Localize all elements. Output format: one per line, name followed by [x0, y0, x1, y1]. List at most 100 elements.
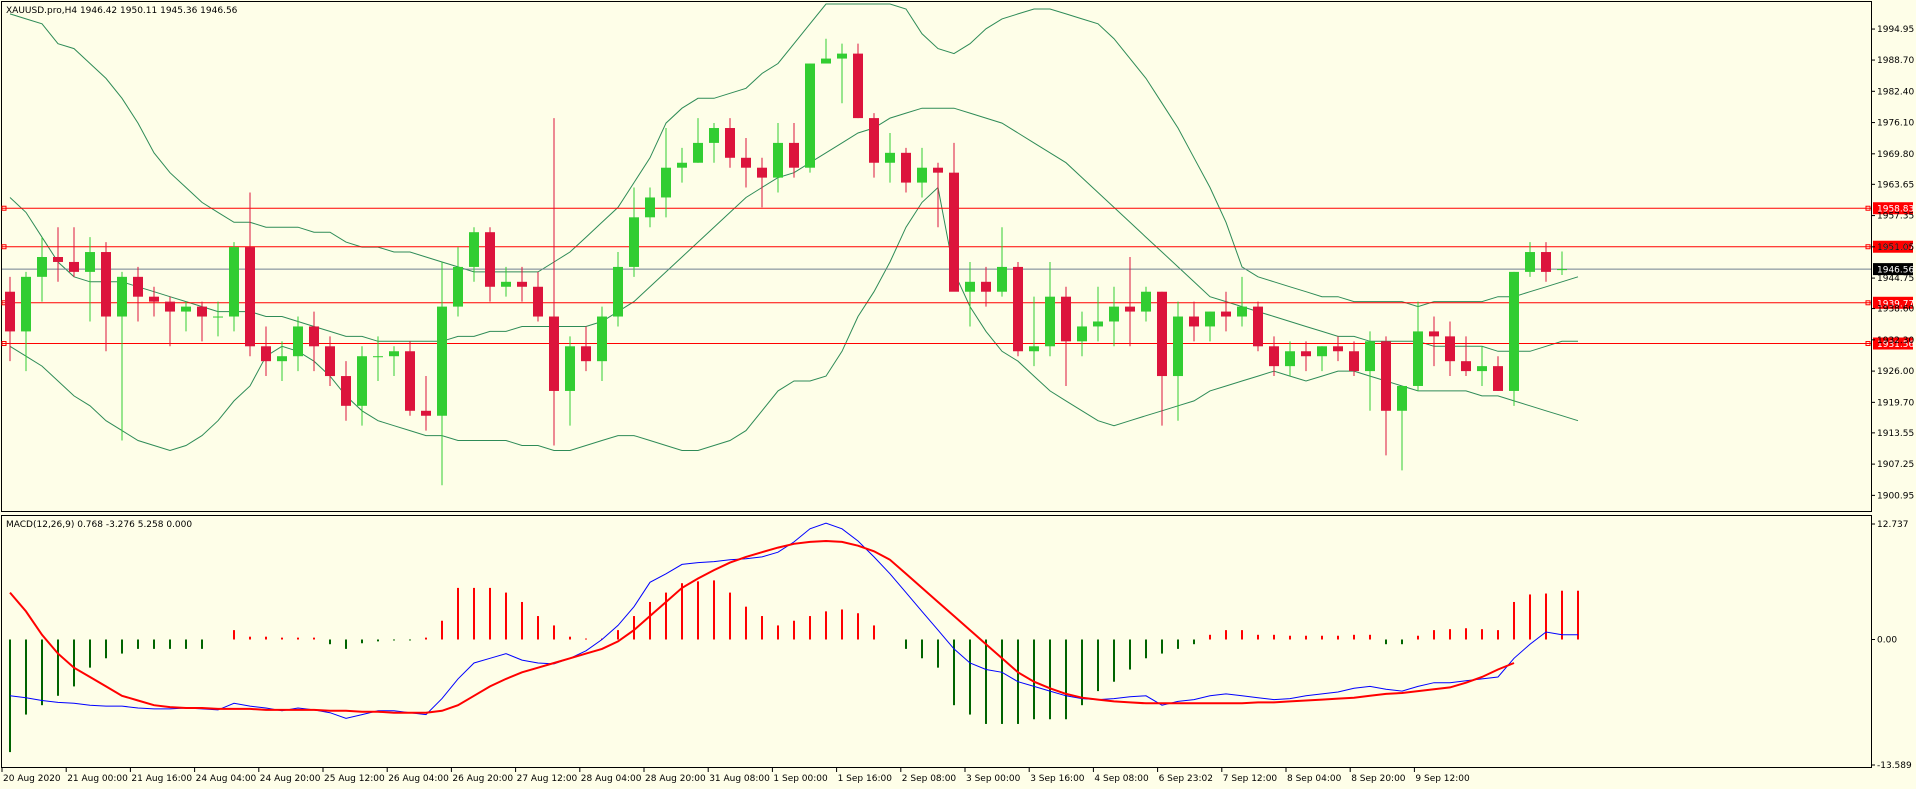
candle-body — [949, 172, 959, 292]
candle-body — [1173, 316, 1183, 377]
candle — [325, 336, 335, 386]
price-tick-label: 1932.30 — [1877, 336, 1914, 346]
candle — [1125, 257, 1135, 347]
time-tick-label: 20 Aug 2020 — [3, 774, 61, 784]
candle-body — [885, 152, 895, 163]
candle — [741, 137, 751, 188]
candle-body — [485, 232, 495, 287]
price-tick-label: 1969.80 — [1877, 150, 1914, 160]
candle-body — [1093, 321, 1103, 327]
level-price-tag — [1873, 296, 1913, 309]
candle — [885, 132, 895, 183]
candle — [805, 63, 815, 173]
candle — [981, 266, 991, 307]
price-tick-label: 1951.05 — [1877, 243, 1914, 253]
candle — [197, 301, 207, 342]
level-handle-left — [1, 341, 7, 347]
time-tick-label: 3 Sep 16:00 — [1030, 774, 1085, 784]
candle-body — [1509, 271, 1519, 391]
price-tick-label: 1963.65 — [1877, 180, 1914, 190]
price-tick-label: 1994.95 — [1877, 25, 1914, 35]
candle — [1349, 341, 1359, 377]
candle-body — [181, 306, 191, 312]
candle — [293, 316, 303, 372]
level-price-tag — [1873, 240, 1913, 253]
level-price-label: 1931.56 — [1877, 340, 1914, 350]
candle — [1317, 346, 1327, 372]
candle — [1333, 336, 1343, 362]
time-tick-label: 21 Aug 00:00 — [67, 774, 128, 784]
time-tick-label: 27 Aug 12:00 — [517, 774, 578, 784]
candle — [261, 326, 271, 377]
candle — [1493, 356, 1503, 391]
candle-body — [981, 281, 991, 292]
level-handle-left — [1, 244, 7, 250]
candle — [341, 361, 351, 421]
candle-body — [837, 53, 847, 59]
candle — [1029, 296, 1039, 367]
candle-body — [1285, 351, 1295, 367]
candles-layer — [5, 38, 1567, 486]
candle — [389, 346, 399, 377]
candle-body — [1413, 331, 1423, 386]
candle-body — [645, 197, 655, 218]
candle-body — [661, 167, 671, 198]
candle-body — [149, 296, 159, 302]
time-tick-label: 1 Sep 00:00 — [773, 774, 828, 784]
candle-body — [437, 306, 447, 416]
candle — [773, 123, 783, 193]
candle — [501, 266, 511, 297]
candle-body — [997, 266, 1007, 292]
candle-body — [53, 257, 63, 262]
time-tick-label: 26 Aug 04:00 — [388, 774, 449, 784]
candle — [1237, 276, 1247, 327]
price-axis: 1994.95 1988.70 1982.40 1976.10 1969.80 1963.… — [1871, 25, 1914, 501]
candle-body — [21, 276, 31, 332]
price-tick-label: 1913.55 — [1877, 429, 1914, 439]
candle — [21, 271, 31, 372]
time-tick-label: 31 Aug 08:00 — [709, 774, 770, 784]
candle-body — [1301, 351, 1311, 357]
level-handle-left — [1, 205, 7, 211]
band-lower-line — [9, 186, 1579, 452]
main-panel-frame — [1, 1, 1872, 512]
candle — [1205, 311, 1215, 342]
candle-body — [965, 281, 975, 292]
candle — [917, 147, 927, 198]
candle-body — [853, 53, 863, 119]
candle — [469, 227, 479, 282]
candle-body — [165, 301, 175, 312]
candle-body — [629, 217, 639, 267]
candle-body — [805, 63, 815, 168]
candle-body — [1477, 366, 1487, 372]
candle-body — [533, 286, 543, 317]
candle — [37, 237, 47, 302]
level-handle-right — [1865, 341, 1871, 347]
candle-body — [901, 152, 911, 183]
candle-body — [1061, 296, 1071, 342]
candle — [1397, 385, 1407, 471]
candle-body — [1525, 252, 1535, 272]
candle — [1189, 301, 1199, 342]
candle — [149, 286, 159, 317]
candle — [405, 341, 415, 416]
time-tick-label: 3 Sep 00:00 — [966, 774, 1021, 784]
candle — [5, 276, 15, 362]
candle — [853, 43, 863, 119]
candle-body — [245, 247, 255, 347]
candle — [437, 261, 447, 486]
candle — [101, 242, 111, 352]
macd-tick-label: 12.737 — [1877, 520, 1909, 530]
candle-body — [1045, 296, 1055, 347]
candle — [453, 247, 463, 317]
candle-body — [1349, 351, 1359, 372]
candle-body — [1077, 326, 1087, 342]
candle-body — [1237, 306, 1247, 317]
level-handle-right — [1865, 244, 1871, 250]
candle-body — [1429, 331, 1439, 337]
time-tick-label: 2 Sep 08:00 — [902, 774, 957, 784]
candle — [1477, 346, 1487, 386]
candle-body — [597, 316, 607, 362]
time-tick-label: 25 Aug 12:00 — [324, 774, 385, 784]
